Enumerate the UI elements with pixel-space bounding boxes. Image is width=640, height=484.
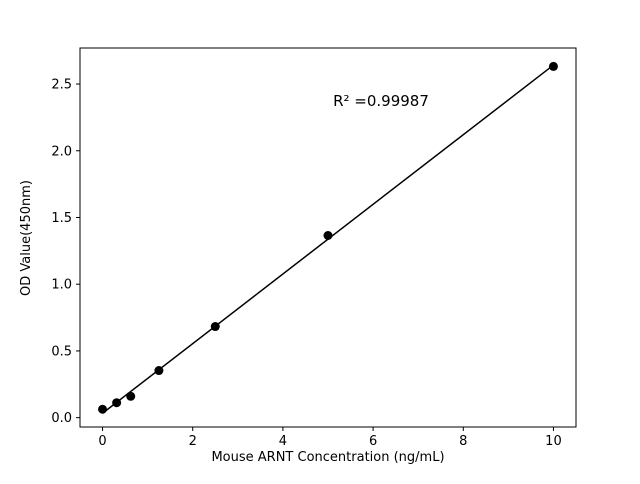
x-tick-label: 0 bbox=[98, 434, 106, 449]
data-point bbox=[154, 366, 164, 376]
data-point bbox=[323, 230, 333, 240]
y-tick-label: 0.5 bbox=[51, 344, 72, 359]
x-tick-label: 6 bbox=[369, 434, 377, 449]
r-squared-annotation: R² =0.99987 bbox=[333, 92, 429, 110]
data-point bbox=[112, 398, 122, 408]
plot-layer: 0 2 4 6 8 10 0.0 0.5 1.0 1.5 2.0 2.5 bbox=[51, 47, 577, 449]
axes-frame bbox=[79, 47, 577, 428]
y-tick-label: 0.0 bbox=[51, 411, 72, 426]
x-tick-label: 10 bbox=[545, 434, 562, 449]
x-tick-label: 8 bbox=[459, 434, 467, 449]
x-axis-label: Mouse ARNT Concentration (ng/mL) bbox=[211, 450, 444, 465]
x-tick-label: 4 bbox=[279, 434, 287, 449]
data-point bbox=[98, 404, 108, 414]
y-tick-label: 1.5 bbox=[51, 211, 72, 226]
y-tick-label: 2.0 bbox=[51, 144, 72, 159]
y-axis-label: OD Value(450nm) bbox=[19, 180, 34, 296]
data-point bbox=[126, 391, 136, 401]
y-tick-label: 1.0 bbox=[51, 278, 72, 293]
x-tick-label: 2 bbox=[189, 434, 197, 449]
data-point bbox=[210, 322, 220, 332]
data-point bbox=[548, 61, 558, 71]
y-tick-label: 2.5 bbox=[51, 78, 72, 93]
